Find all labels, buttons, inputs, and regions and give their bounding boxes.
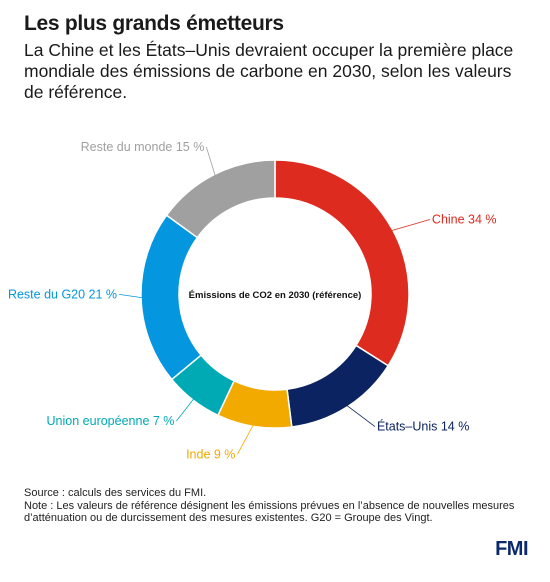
slice-label: Chine 34 % (432, 213, 497, 227)
source-line: Source : calculs des services du FMI. (24, 487, 207, 499)
slice-connector (344, 403, 376, 427)
slice-label: États–Unis 14 % (377, 419, 469, 434)
slice-label: Inde 9 % (186, 447, 235, 461)
donut-slice (274, 159, 410, 367)
slice-connector (388, 219, 431, 232)
slice-label: Reste du G20 21 % (8, 287, 117, 301)
donut-slice (165, 159, 276, 239)
chart-title: Les plus grands émetteurs (24, 12, 284, 35)
source-note: Source : calculs des services du FMI. No… (24, 487, 534, 525)
slice-connector (176, 396, 196, 422)
slice-connector (237, 422, 256, 455)
slice-label: Union européenne 7 % (47, 414, 175, 428)
center-label: Émissions de CO2 en 2030 (référence) (189, 290, 362, 301)
donut-slice (286, 344, 390, 428)
slice-connector (119, 293, 146, 299)
fmi-logo: FMI (495, 538, 528, 560)
donut-chart: Chine 34 % États–Unis 14 % Inde 9 % Union e… (8, 140, 497, 461)
chart-subtitle: La Chine et les États–Unis devraient occ… (24, 40, 514, 102)
slice-label: Reste du monde 15 % (81, 140, 205, 154)
note-line: Note : Les valeurs de référence désignen… (24, 499, 515, 525)
slice-connector (205, 146, 217, 179)
